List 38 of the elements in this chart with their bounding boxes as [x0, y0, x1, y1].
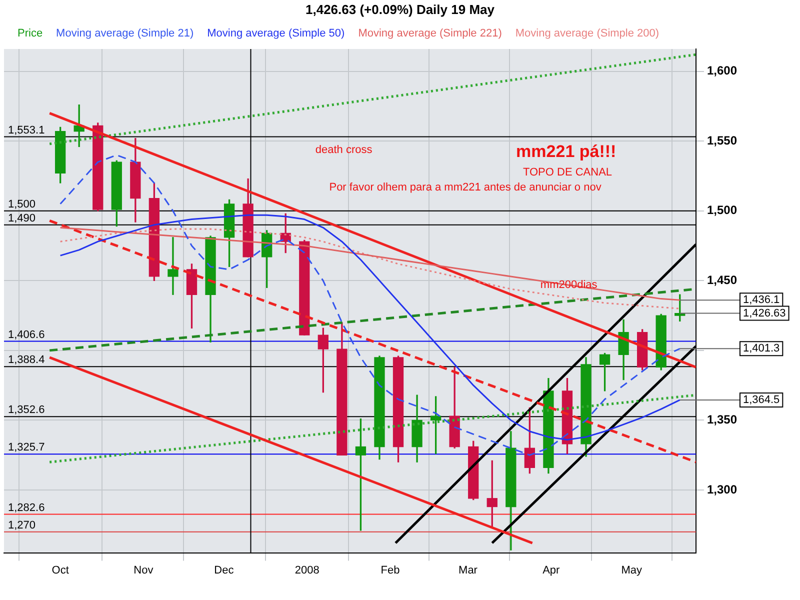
- text: Moving average (Simple 50): [207, 28, 345, 40]
- annotation: 1,401.3: [742, 342, 780, 355]
- text: Moving average (Simple 200): [515, 28, 660, 40]
- text: Price: [18, 28, 43, 40]
- x-tick-label: Dec: [214, 564, 234, 576]
- text: Moving average (Simple 21): [56, 28, 194, 40]
- y-tick-label: 1,450: [706, 272, 738, 287]
- x-tick-label: Oct: [52, 564, 69, 576]
- annotation: TOPO DE CANAL: [522, 166, 612, 178]
- chart-title: 1,426.63 (+0.09%) Daily 19 May: [304, 1, 496, 19]
- y-tick-label: 1,500: [706, 203, 738, 218]
- y-tick-label: 1,300: [706, 482, 738, 496]
- annotation: 1,436.1: [742, 294, 780, 306]
- y-tick-label: 1,600: [706, 64, 738, 78]
- annotation: Por favor olhem para a mm221 antes de anunciar o nov: [329, 182, 602, 194]
- ref-line-label: 1,282.6: [8, 502, 45, 514]
- x-tick-label: May: [621, 564, 642, 576]
- ref-line-label: 1,388.4: [8, 354, 45, 366]
- candlestick: [168, 237, 178, 295]
- annotation: mm221 pá!!!: [516, 142, 616, 161]
- ref-line-label: 1,406.6: [8, 328, 45, 341]
- annotation: death cross: [315, 144, 373, 156]
- text: Moving average (Simple 221): [358, 28, 502, 40]
- y-tick-label: 1,550: [706, 133, 738, 148]
- x-tick-label: Feb: [380, 564, 400, 576]
- x-tick-label: 2008: [294, 564, 320, 576]
- ref-line-label: 1,352.6: [8, 404, 45, 416]
- ref-line-label: 1,490: [8, 212, 36, 224]
- annotation: 1,426.63: [742, 307, 786, 320]
- y-tick-label: 1,350: [706, 412, 738, 427]
- x-tick-label: Mar: [458, 564, 478, 576]
- x-tick-label: Apr: [542, 564, 560, 576]
- annotation: 1,364.5: [742, 394, 780, 406]
- x-tick-label: Nov: [134, 564, 154, 576]
- ref-line-label: 1,325.7: [8, 442, 45, 454]
- ref-line-label: 1,270: [8, 519, 36, 532]
- ref-line-label: 1,553.1: [8, 124, 45, 136]
- ref-line-label: 1,500: [8, 198, 36, 210]
